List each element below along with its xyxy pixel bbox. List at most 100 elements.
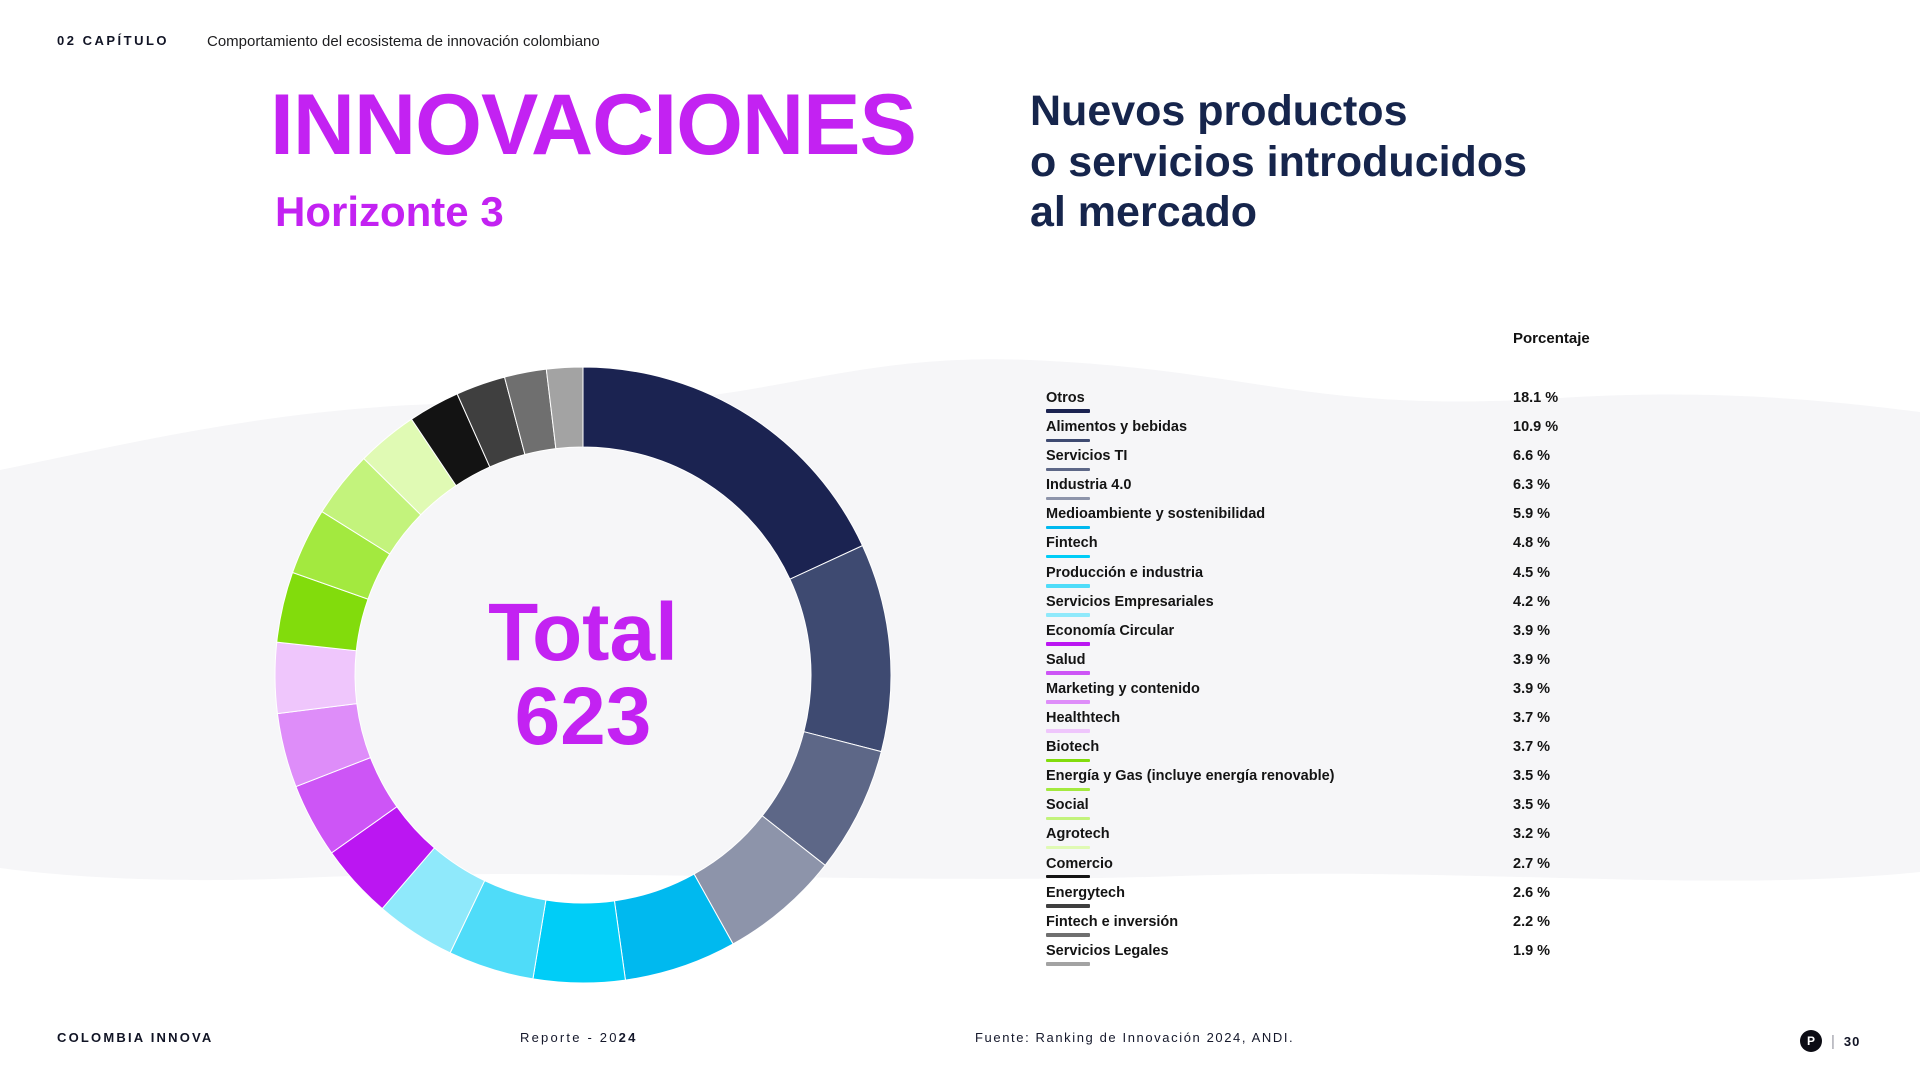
legend-value: 2.6 % — [1513, 884, 1551, 901]
legend-value: 4.5 % — [1513, 564, 1551, 581]
legend-color-bar — [1046, 933, 1090, 937]
legend-row: Energía y Gas (incluye energía renovable… — [1046, 768, 1606, 798]
legend-color-bar — [1046, 554, 1090, 559]
legend-value: 5.9 % — [1513, 506, 1551, 523]
legend-label: Alimentos y bebidas — [1046, 419, 1188, 436]
footer-separator: | — [1831, 1032, 1835, 1050]
legend-value: 3.7 % — [1513, 710, 1551, 727]
legend-color-bar — [1046, 613, 1090, 617]
legend-label: Biotech — [1046, 739, 1100, 756]
section-heading: Nuevos productos o servicios introducido… — [1030, 86, 1527, 238]
legend-row: Producción e industria 4.5 % — [1046, 564, 1606, 595]
legend-label: Fintech e inversión — [1046, 913, 1179, 930]
footer-report-label: Reporte - 2024 — [520, 1030, 638, 1045]
donut-center-label: Total 623 — [272, 364, 894, 986]
legend-label: Healthtech — [1046, 710, 1121, 727]
total-label: Total — [488, 587, 678, 679]
legend-color-bar — [1046, 584, 1090, 588]
legend-row: Social 3.5 % — [1046, 797, 1606, 827]
legend-label-block: Servicios TI — [1046, 448, 1513, 472]
legend-value: 3.9 % — [1513, 680, 1551, 697]
legend-label: Servicios Empresariales — [1046, 593, 1214, 610]
legend-value: 6.6 % — [1513, 448, 1551, 465]
page-number: 30 — [1843, 1033, 1861, 1049]
chapter-subtitle: Comportamiento del ecosistema de innovac… — [207, 33, 600, 50]
legend-label-block: Medioambiente y sostenibilidad — [1046, 506, 1513, 530]
legend-value: 2.2 % — [1513, 913, 1551, 930]
legend-color-bar — [1046, 671, 1090, 675]
legend-label-block: Comercio — [1046, 855, 1513, 879]
legend-label: Otros — [1046, 390, 1085, 406]
brand-logo-icon: P — [1800, 1030, 1822, 1052]
legend-color-bar — [1046, 642, 1090, 646]
chapter-label: 02 CAPÍTULO — [57, 33, 170, 48]
legend-row: Servicios TI 6.6 % — [1046, 448, 1606, 478]
legend-row: Fintech e inversión 2.2 % — [1046, 913, 1606, 944]
legend-row: Marketing y contenido 3.9 % — [1046, 680, 1606, 711]
legend-color-bar — [1046, 787, 1090, 792]
legend-label-block: Industria 4.0 — [1046, 477, 1513, 501]
total-value: 623 — [514, 671, 652, 762]
legend-color-bar — [1046, 438, 1090, 443]
legend-color-bar — [1046, 962, 1090, 966]
legend-value: 3.9 % — [1513, 622, 1551, 639]
legend-row: Otros 18.1 % — [1046, 390, 1606, 420]
percentage-column-header: Porcentaje — [1513, 330, 1590, 347]
legend-label-block: Otros — [1046, 390, 1513, 413]
page-title: INNOVACIONES — [270, 77, 917, 173]
legend-color-bar — [1046, 525, 1090, 530]
legend-value: 3.5 % — [1513, 797, 1551, 814]
legend-label-block: Economía Circular — [1046, 622, 1513, 646]
footer-report-year: 24 — [618, 1030, 638, 1045]
page-subtitle: Horizonte 3 — [275, 188, 504, 235]
legend-label: Servicios Legales — [1046, 942, 1169, 959]
legend-row: Healthtech 3.7 % — [1046, 710, 1606, 740]
legend-label: Medioambiente y sostenibilidad — [1046, 506, 1266, 523]
legend-row: Industria 4.0 6.3 % — [1046, 477, 1606, 507]
legend-color-bar — [1046, 874, 1090, 879]
legend-value: 3.9 % — [1513, 651, 1551, 668]
legend-row: Alimentos y bebidas 10.9 % — [1046, 419, 1606, 449]
donut-chart: Total 623 — [272, 364, 894, 986]
legend-row: Servicios Empresariales 4.2 % — [1046, 593, 1606, 624]
legend-row: Energytech 2.6 % — [1046, 884, 1606, 915]
footer-brand: COLOMBIA INNOVA — [57, 1030, 214, 1045]
legend-color-bar — [1046, 496, 1090, 501]
legend-label: Servicios TI — [1046, 448, 1128, 465]
legend-label-block: Fintech — [1046, 535, 1513, 559]
legend-label-block: Producción e industria — [1046, 564, 1513, 588]
legend-value: 10.9 % — [1513, 419, 1559, 436]
legend-color-bar — [1046, 700, 1090, 704]
legend-label: Social — [1046, 797, 1089, 814]
legend-label-block: Marketing y contenido — [1046, 681, 1513, 704]
legend-value: 4.2 % — [1513, 593, 1551, 610]
legend-label: Salud — [1046, 651, 1086, 668]
legend-color-bar — [1046, 729, 1090, 733]
legend-row: Fintech 4.8 % — [1046, 536, 1606, 565]
legend-label-block: Energía y Gas (incluye energía renovable… — [1046, 768, 1513, 792]
legend-label: Economía Circular — [1046, 622, 1175, 639]
legend-label: Comercio — [1046, 855, 1113, 872]
legend-color-bar — [1046, 904, 1090, 908]
legend-label: Agrotech — [1046, 826, 1110, 843]
legend-color-bar — [1046, 845, 1090, 850]
legend-value: 3.5 % — [1513, 768, 1551, 785]
legend-row: Economía Circular 3.9 % — [1046, 622, 1606, 653]
legend-color-bar — [1046, 758, 1090, 763]
legend-value: 1.9 % — [1513, 942, 1551, 959]
legend-row: Comercio 2.7 % — [1046, 855, 1606, 886]
legend-label-block: Salud — [1046, 651, 1513, 675]
footer-page-block: P | 30 — [1800, 1030, 1860, 1052]
section-heading-line1: Nuevos productos — [1030, 87, 1408, 135]
legend-label: Fintech — [1046, 535, 1098, 552]
legend-color-bar — [1046, 409, 1090, 413]
legend-label-block: Healthtech — [1046, 710, 1513, 733]
legend-value: 6.3 % — [1513, 477, 1551, 494]
legend-value: 18.1 % — [1513, 390, 1559, 406]
legend-label: Energytech — [1046, 884, 1125, 901]
legend-table: Otros 18.1 % Alimentos y bebidas 10.9 % … — [1046, 390, 1606, 973]
legend-label: Producción e industria — [1046, 564, 1204, 581]
legend-value: 2.7 % — [1513, 855, 1551, 872]
legend-label-block: Alimentos y bebidas — [1046, 419, 1513, 443]
